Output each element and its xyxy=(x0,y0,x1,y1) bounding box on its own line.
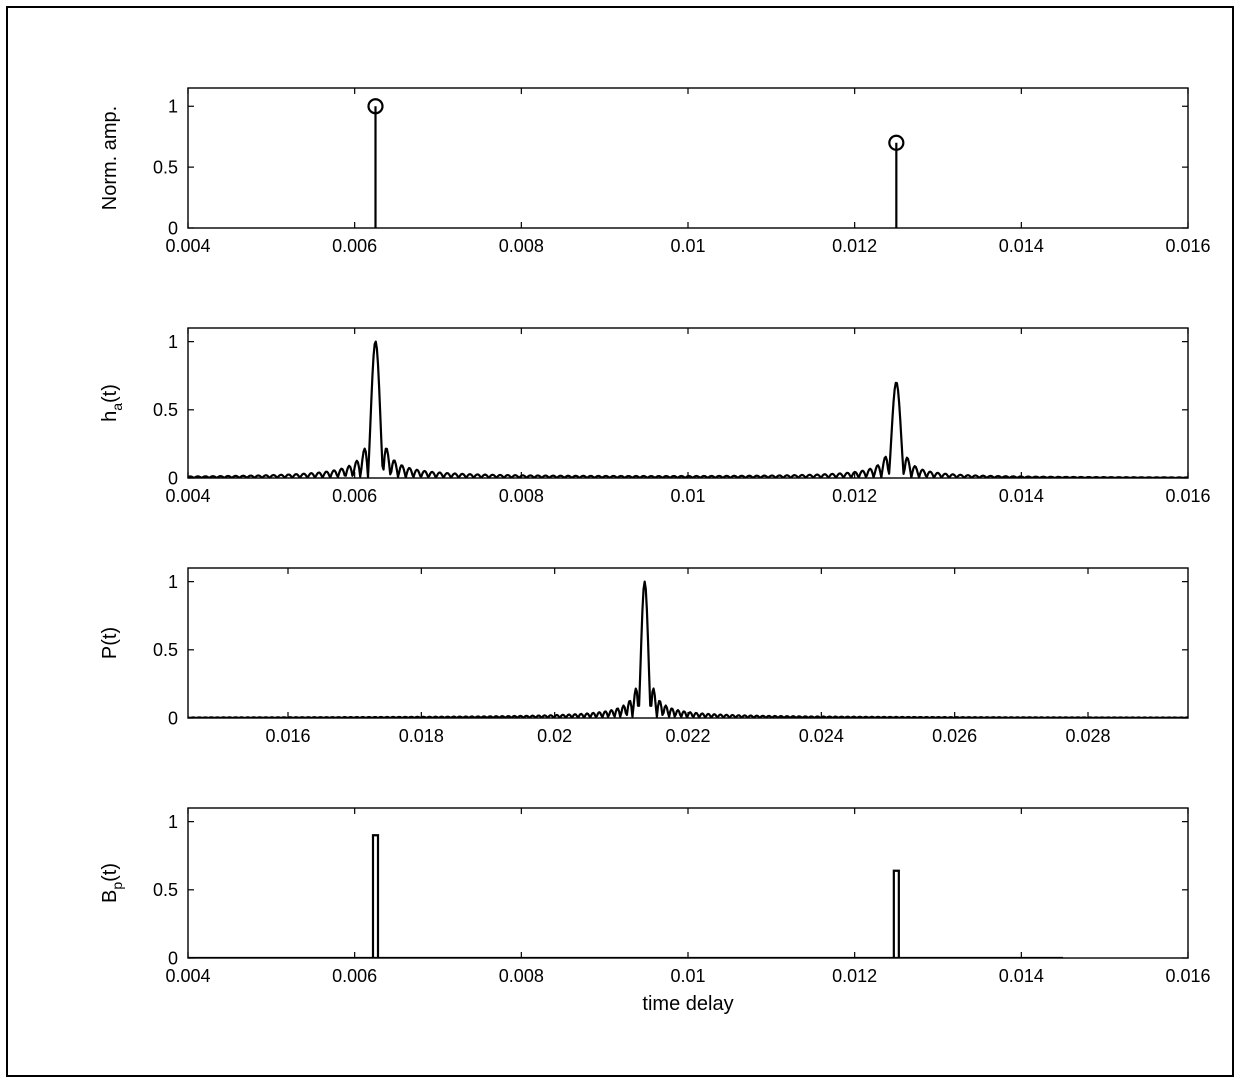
svg-text:0.5: 0.5 xyxy=(153,880,178,900)
svg-text:P(t): P(t) xyxy=(99,627,121,659)
svg-text:ha(t): ha(t) xyxy=(99,384,125,422)
svg-text:0: 0 xyxy=(168,218,178,238)
svg-text:0.006: 0.006 xyxy=(332,966,377,986)
svg-text:0.022: 0.022 xyxy=(665,726,710,746)
svg-text:Bp(t): Bp(t) xyxy=(99,863,125,903)
p4: 0.004 0.006 0.008 0.01 0.012 0.014 0.016 0 0.5 1 B… xyxy=(99,808,1211,1015)
svg-text:0.026: 0.026 xyxy=(932,726,977,746)
svg-text:0.5: 0.5 xyxy=(153,157,178,177)
svg-text:0.004: 0.004 xyxy=(165,486,210,506)
figure-svg: 0.004 0.006 0.008 0.01 0.012 0.014 0.016 0 0.5 1 N… xyxy=(8,8,1236,1079)
svg-text:1: 1 xyxy=(168,572,178,592)
figure-frame: 0.004 0.006 0.008 0.01 0.012 0.014 0.016 0 0.5 1 N… xyxy=(6,6,1234,1077)
svg-text:0.016: 0.016 xyxy=(1165,486,1210,506)
p1: 0.004 0.006 0.008 0.01 0.012 0.014 0.016 0 0.5 1 N… xyxy=(99,88,1211,256)
svg-text:0.01: 0.01 xyxy=(670,966,705,986)
svg-text:0.01: 0.01 xyxy=(670,486,705,506)
svg-text:0.008: 0.008 xyxy=(499,486,544,506)
svg-text:0.004: 0.004 xyxy=(165,966,210,986)
svg-text:0.028: 0.028 xyxy=(1065,726,1110,746)
svg-text:0.016: 0.016 xyxy=(1165,966,1210,986)
svg-text:0.012: 0.012 xyxy=(832,486,877,506)
svg-text:time delay: time delay xyxy=(642,993,733,1015)
p2: 0.004 0.006 0.008 0.01 0.012 0.014 0.016 0 0.5 1 h… xyxy=(99,328,1211,506)
svg-text:0.012: 0.012 xyxy=(832,966,877,986)
svg-text:0: 0 xyxy=(168,468,178,488)
svg-text:0.014: 0.014 xyxy=(999,236,1044,256)
svg-text:0.016: 0.016 xyxy=(265,726,310,746)
svg-text:0.01: 0.01 xyxy=(670,236,705,256)
svg-text:0: 0 xyxy=(168,708,178,728)
svg-text:1: 1 xyxy=(168,97,178,117)
svg-text:1: 1 xyxy=(168,332,178,352)
svg-text:0.004: 0.004 xyxy=(165,236,210,256)
svg-text:0.5: 0.5 xyxy=(153,400,178,420)
svg-text:0.008: 0.008 xyxy=(499,236,544,256)
p3: 0.016 0.018 0.02 0.022 0.024 0.026 0.028 0 0.5 1 P… xyxy=(99,568,1188,746)
svg-text:0.012: 0.012 xyxy=(832,236,877,256)
svg-text:1: 1 xyxy=(168,812,178,832)
svg-text:0.006: 0.006 xyxy=(332,486,377,506)
svg-text:Norm. amp.: Norm. amp. xyxy=(99,106,121,210)
figure-container: 0.004 0.006 0.008 0.01 0.012 0.014 0.016 0 0.5 1 N… xyxy=(0,0,1240,1083)
svg-text:0.014: 0.014 xyxy=(999,966,1044,986)
svg-text:0.008: 0.008 xyxy=(499,966,544,986)
svg-text:0.024: 0.024 xyxy=(799,726,844,746)
svg-text:0.006: 0.006 xyxy=(332,236,377,256)
svg-text:0.02: 0.02 xyxy=(537,726,572,746)
svg-text:0.014: 0.014 xyxy=(999,486,1044,506)
svg-text:0: 0 xyxy=(168,948,178,968)
svg-text:0.5: 0.5 xyxy=(153,640,178,660)
svg-text:0.018: 0.018 xyxy=(399,726,444,746)
svg-text:0.016: 0.016 xyxy=(1165,236,1210,256)
